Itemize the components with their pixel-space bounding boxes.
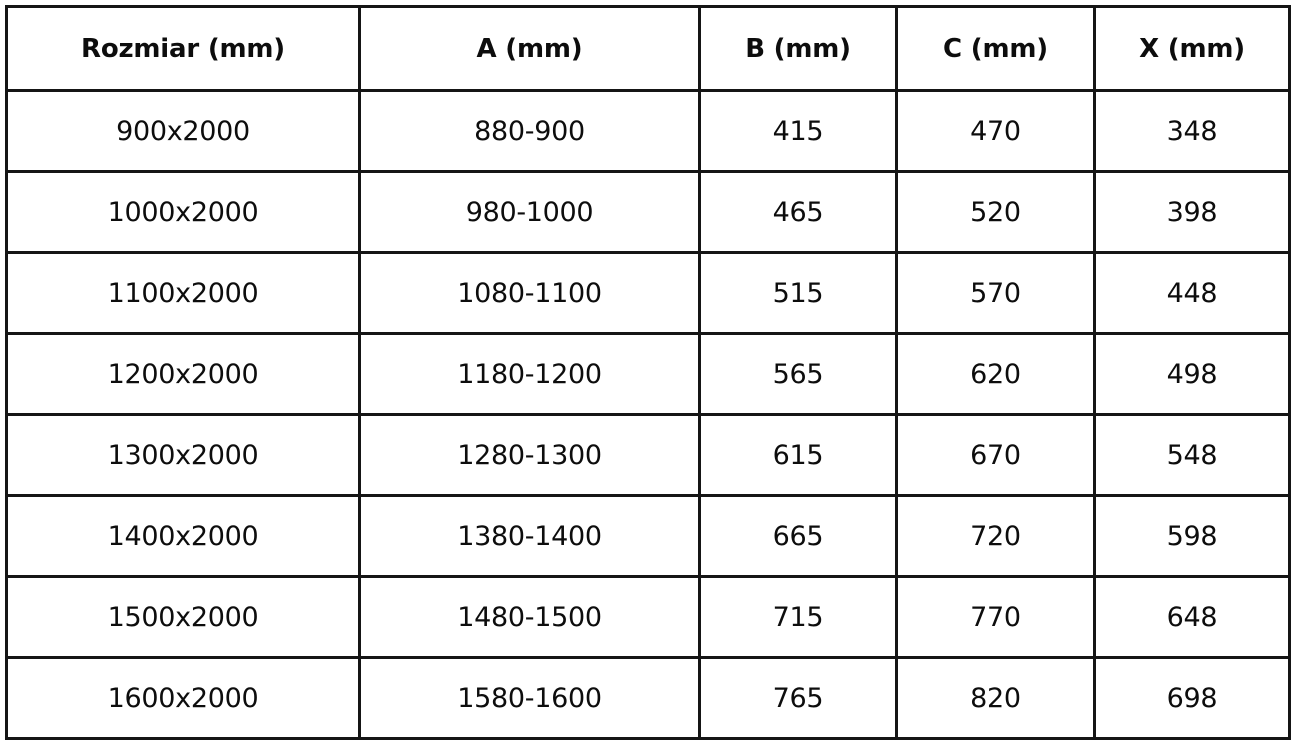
cell-b: 465: [698, 170, 898, 254]
table-row: 900x2000 880-900 415 470 348: [5, 89, 1291, 173]
table-row: 1500x2000 1480-1500 715 770 648: [5, 575, 1291, 659]
cell-a: 1280-1300: [358, 413, 701, 497]
cell-a: 1380-1400: [358, 494, 701, 578]
cell-x: 498: [1093, 332, 1291, 416]
cell-a: 1080-1100: [358, 251, 701, 335]
cell-x: 348: [1093, 89, 1291, 173]
column-header-x: X (mm): [1093, 5, 1291, 92]
cell-a: 1480-1500: [358, 575, 701, 659]
cell-size: 1400x2000: [5, 494, 361, 578]
cell-a: 1580-1600: [358, 656, 701, 740]
table-row: 1200x2000 1180-1200 565 620 498: [5, 332, 1291, 416]
cell-c: 820: [895, 656, 1096, 740]
cell-x: 398: [1093, 170, 1291, 254]
cell-b: 715: [698, 575, 898, 659]
column-header-b: B (mm): [698, 5, 898, 92]
cell-x: 548: [1093, 413, 1291, 497]
cell-b: 415: [698, 89, 898, 173]
cell-c: 570: [895, 251, 1096, 335]
dimensions-table: Rozmiar (mm) A (mm) B (mm) C (mm) X (mm) 900…: [5, 5, 1291, 740]
table-row: 1100x2000 1080-1100 515 570 448: [5, 251, 1291, 335]
cell-x: 648: [1093, 575, 1291, 659]
cell-size: 1600x2000: [5, 656, 361, 740]
cell-size: 1200x2000: [5, 332, 361, 416]
cell-x: 698: [1093, 656, 1291, 740]
cell-x: 448: [1093, 251, 1291, 335]
cell-c: 670: [895, 413, 1096, 497]
cell-b: 665: [698, 494, 898, 578]
cell-c: 720: [895, 494, 1096, 578]
table-row: 1000x2000 980-1000 465 520 398: [5, 170, 1291, 254]
cell-size: 1000x2000: [5, 170, 361, 254]
cell-c: 770: [895, 575, 1096, 659]
cell-a: 880-900: [358, 89, 701, 173]
cell-b: 615: [698, 413, 898, 497]
cell-size: 1300x2000: [5, 413, 361, 497]
table-row: 1300x2000 1280-1300 615 670 548: [5, 413, 1291, 497]
table-body: 900x2000 880-900 415 470 348 1000x2000 980-100…: [5, 89, 1291, 740]
column-header-size: Rozmiar (mm): [5, 5, 361, 92]
table-header: Rozmiar (mm) A (mm) B (mm) C (mm) X (mm): [5, 5, 1291, 92]
column-header-a: A (mm): [358, 5, 701, 92]
table-header-row: Rozmiar (mm) A (mm) B (mm) C (mm) X (mm): [5, 5, 1291, 92]
cell-size: 900x2000: [5, 89, 361, 173]
cell-b: 515: [698, 251, 898, 335]
column-header-c: C (mm): [895, 5, 1096, 92]
cell-size: 1500x2000: [5, 575, 361, 659]
table-row: 1600x2000 1580-1600 765 820 698: [5, 656, 1291, 740]
cell-b: 565: [698, 332, 898, 416]
cell-c: 620: [895, 332, 1096, 416]
page-canvas: Rozmiar (mm) A (mm) B (mm) C (mm) X (mm) 900…: [5, 5, 1291, 740]
cell-c: 470: [895, 89, 1096, 173]
table-row: 1400x2000 1380-1400 665 720 598: [5, 494, 1291, 578]
cell-a: 1180-1200: [358, 332, 701, 416]
cell-a: 980-1000: [358, 170, 701, 254]
cell-c: 520: [895, 170, 1096, 254]
cell-x: 598: [1093, 494, 1291, 578]
cell-b: 765: [698, 656, 898, 740]
cell-size: 1100x2000: [5, 251, 361, 335]
